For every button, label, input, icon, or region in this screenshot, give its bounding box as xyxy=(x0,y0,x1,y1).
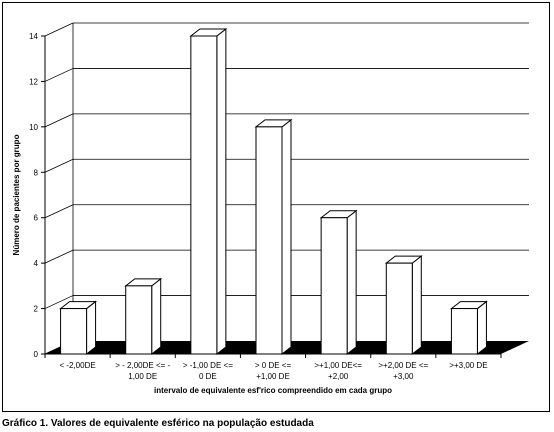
y-tick-label: 12 xyxy=(29,77,38,86)
x-category-label: +2,00 xyxy=(328,372,349,381)
chart-frame: 0 2 4 6 8 10 12 14 < -2,00DE > - 2,00DE <= - 1,00 … xyxy=(2,2,550,412)
figure-caption: Gráfico 1. Valores de equivalente esféri… xyxy=(2,418,314,429)
bar-side xyxy=(86,300,97,356)
gridline-side xyxy=(44,204,74,219)
bar-chart: 0 2 4 6 8 10 12 14 < -2,00DE > - 2,00DE <= - 1,00 … xyxy=(12,22,529,395)
bar xyxy=(60,308,88,355)
bar xyxy=(255,126,283,355)
gridline-side xyxy=(44,22,74,37)
bar-side xyxy=(216,27,227,356)
y-tick-label: 4 xyxy=(34,259,39,268)
y-tick-label: 6 xyxy=(34,214,39,223)
y-tick-label: 2 xyxy=(34,305,39,314)
gridline-side xyxy=(44,249,74,264)
y-tick-label: 14 xyxy=(29,32,38,41)
x-category-label: > - 2,00DE <= - xyxy=(115,361,170,370)
gridline-side xyxy=(44,295,74,309)
gridline-side xyxy=(44,113,74,128)
bar-side xyxy=(411,255,422,356)
x-category-label: > 0 DE <= xyxy=(255,361,292,370)
gridline-side xyxy=(44,68,74,82)
bar xyxy=(125,285,153,355)
bar-side xyxy=(151,277,162,356)
x-axis-title: intervalo de equivalente esf'rico compre… xyxy=(154,386,392,395)
x-category-label: +1,00 DE xyxy=(256,372,290,381)
y-tick-label: 10 xyxy=(29,123,38,132)
x-category-label: >+3,00 DE xyxy=(449,361,487,370)
x-category-label: +3,00 xyxy=(393,372,414,381)
y-axis-title: Número de pacientes por grupo xyxy=(12,134,21,255)
bar xyxy=(385,262,413,355)
bar-side xyxy=(346,209,357,356)
bar xyxy=(320,217,348,355)
x-category-label: 0 DE xyxy=(199,372,217,381)
x-category-label: < -2,00DE xyxy=(59,361,95,370)
x-category-label: >+1,00 DE<= xyxy=(314,361,362,370)
bar xyxy=(450,308,478,355)
x-category-label: > -1,00 DE <= xyxy=(183,361,233,370)
bar xyxy=(190,35,218,355)
bar-side xyxy=(281,118,292,356)
x-category-label: >+2,00 DE <= xyxy=(378,361,428,370)
x-category-label: 1,00 DE xyxy=(128,372,157,381)
y-tick-label: 0 xyxy=(34,350,39,359)
gridline-side xyxy=(44,158,74,173)
bar-side xyxy=(476,300,487,356)
y-tick-label: 8 xyxy=(34,168,39,177)
